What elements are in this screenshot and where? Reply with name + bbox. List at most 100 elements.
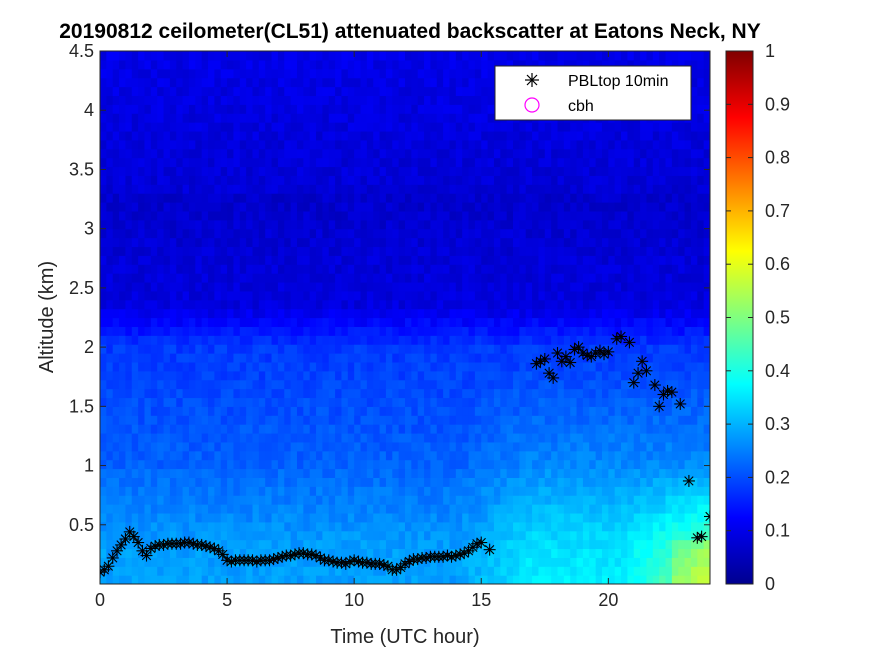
heatmap-cell (335, 397, 343, 407)
heatmap-cell (188, 308, 196, 319)
heatmap-cell (119, 308, 127, 319)
heatmap-cell (595, 130, 603, 141)
heatmap-cell (112, 175, 120, 185)
heatmap-cell (131, 566, 139, 576)
heatmap-cell (322, 406, 330, 416)
heatmap-cell (106, 388, 114, 399)
heatmap-cell (551, 299, 559, 310)
heatmap-cell (138, 51, 146, 61)
heatmap-cell (233, 148, 241, 159)
heatmap-cell (296, 521, 304, 532)
heatmap-cell (436, 539, 444, 550)
heatmap-cell (347, 459, 355, 470)
heatmap-cell (195, 122, 203, 132)
heatmap-cell (385, 388, 393, 399)
heatmap-cell (436, 512, 444, 523)
heatmap-cell (163, 530, 171, 541)
heatmap-cell (360, 122, 368, 132)
heatmap-cell (595, 424, 603, 434)
heatmap-cell (481, 353, 489, 363)
heatmap-cell (576, 326, 584, 336)
heatmap-cell (239, 459, 247, 470)
heatmap-cell (106, 308, 114, 319)
heatmap-cell (493, 530, 501, 541)
heatmap-cell (538, 130, 546, 141)
heatmap-cell (360, 255, 368, 265)
heatmap-cell (252, 477, 260, 487)
heatmap-cell (188, 388, 196, 399)
heatmap-cell (277, 290, 285, 301)
heatmap-cell (570, 175, 578, 185)
heatmap-cell (360, 51, 368, 61)
heatmap-cell (277, 122, 285, 132)
heatmap-cell (614, 344, 622, 354)
heatmap-cell (227, 228, 235, 239)
heatmap-cell (265, 59, 273, 70)
heatmap-cell (513, 370, 520, 381)
heatmap-cell (506, 157, 514, 168)
heatmap-cell (449, 166, 457, 176)
heatmap-cell (131, 424, 139, 434)
heatmap-cell (125, 548, 133, 558)
heatmap-cell (627, 486, 635, 496)
heatmap-cell (474, 122, 482, 132)
heatmap-cell (335, 255, 343, 265)
heatmap-cell (468, 521, 476, 532)
heatmap-cell (405, 441, 412, 452)
heatmap-cell (614, 388, 622, 399)
heatmap-cell (233, 246, 241, 256)
heatmap-cell (347, 193, 355, 203)
heatmap-cell (227, 521, 235, 532)
heatmap-cell (157, 202, 165, 212)
heatmap-cell (157, 77, 165, 88)
heatmap-cell (366, 504, 374, 514)
heatmap-cell (468, 264, 476, 274)
heatmap-cell (614, 406, 622, 416)
heatmap-cell (347, 441, 355, 452)
heatmap-cell (455, 495, 463, 505)
heatmap-cell (271, 77, 279, 88)
heatmap-cell (601, 432, 609, 443)
heatmap-cell (385, 184, 393, 194)
heatmap-cell (106, 415, 114, 425)
heatmap-cell (246, 264, 254, 274)
heatmap-cell (455, 415, 463, 425)
heatmap-cell (277, 210, 285, 221)
heatmap-cell (208, 299, 215, 310)
heatmap-cell (354, 566, 362, 576)
heatmap-cell (462, 59, 470, 70)
heatmap-cell (519, 512, 527, 523)
heatmap-cell (119, 317, 127, 327)
heatmap-cell (112, 193, 120, 203)
heatmap-cell (112, 512, 120, 523)
heatmap-cell (373, 166, 381, 176)
heatmap-cell (163, 59, 171, 70)
heatmap-cell (385, 495, 393, 505)
heatmap-cell (373, 521, 381, 532)
heatmap-cell (335, 353, 343, 363)
heatmap-cell (290, 122, 298, 132)
heatmap-cell (398, 512, 406, 523)
heatmap-cell (513, 557, 520, 567)
heatmap-cell (100, 512, 107, 523)
heatmap-cell (182, 459, 190, 470)
heatmap-cell (328, 441, 336, 452)
heatmap-cell (169, 557, 177, 567)
heatmap-cell (290, 486, 298, 496)
heatmap-cell (284, 424, 292, 434)
heatmap-cell (601, 175, 609, 185)
heatmap-cell (150, 122, 158, 132)
heatmap-cell (443, 361, 451, 372)
heatmap-cell (284, 486, 292, 496)
heatmap-cell (360, 184, 368, 194)
heatmap-cell (150, 432, 158, 443)
heatmap-cell (144, 477, 152, 487)
heatmap-cell (506, 566, 514, 576)
heatmap-cell (303, 370, 311, 381)
heatmap-cell (119, 228, 127, 239)
heatmap-cell (284, 521, 292, 532)
heatmap-cell (455, 246, 463, 256)
heatmap-cell (347, 148, 355, 159)
heatmap-cell (328, 326, 336, 336)
heatmap-cell (366, 237, 374, 248)
